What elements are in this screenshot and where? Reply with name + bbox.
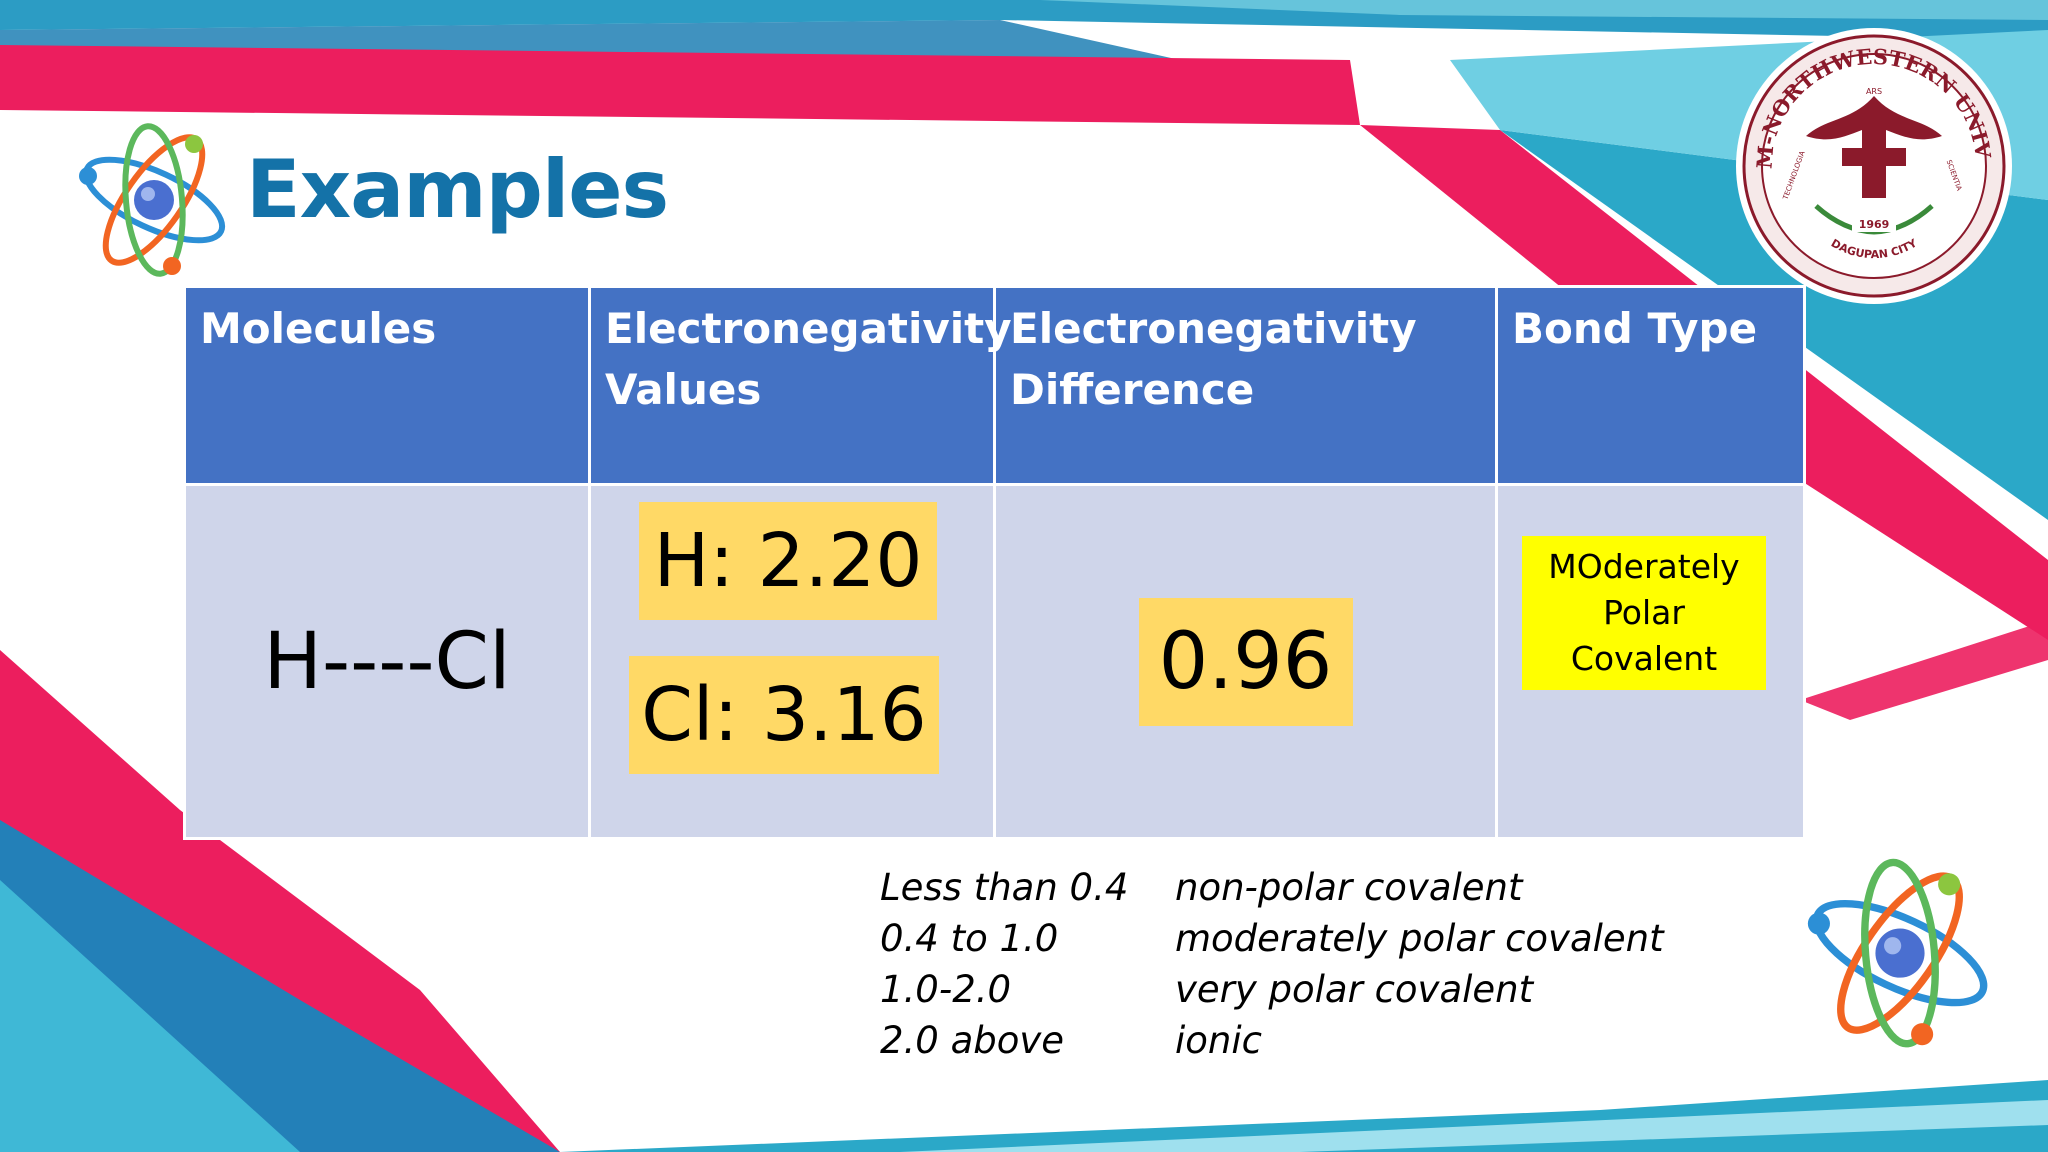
- value-hydrogen: H: 2.20: [639, 502, 937, 620]
- seal-motto-top: ARS: [1866, 87, 1882, 96]
- legend-range: 2.0 above: [880, 1019, 1065, 1062]
- legend-type: non-polar covalent: [1175, 866, 1523, 909]
- legend-type: very polar covalent: [1175, 968, 1534, 1011]
- header-electronegativity-values: Electronegativity Values: [588, 285, 1012, 486]
- header-molecules: Molecules: [183, 285, 591, 486]
- bg-stripe-left-pink: [0, 650, 560, 1152]
- legend-range: 1.0-2.0: [880, 968, 1012, 1011]
- cell-molecule: H----Cl: [183, 483, 591, 840]
- bg-stripe-right-mid-pink: [1800, 620, 2048, 720]
- table-header-row: Molecules Electronegativity Values Elect…: [183, 285, 1806, 486]
- legend-range: 0.4 to 1.0: [880, 917, 1059, 960]
- legend-type: ionic: [1175, 1019, 1262, 1062]
- molecule-formula: H----Cl: [263, 616, 511, 707]
- bg-stripe-bottom-light: [900, 1100, 2048, 1152]
- header-electronegativity-difference: Electronegativity Difference: [993, 285, 1498, 486]
- bg-stripe-left-teal: [0, 880, 300, 1152]
- cell-values: H: 2.20 Cl: 3.16: [588, 483, 996, 840]
- value-chlorine: Cl: 3.16: [629, 656, 939, 774]
- table-row: H----Cl H: 2.20 Cl: 3.16 0.96 MOderately…: [183, 483, 1806, 840]
- bg-stripe-top-pink: [0, 45, 1360, 125]
- cell-bond-type: MOderately Polar Covalent: [1495, 483, 1806, 840]
- seal-year: 1969: [1859, 218, 1890, 231]
- cell-difference: 0.96: [993, 483, 1498, 840]
- bg-stripe-top-light: [1040, 0, 2048, 20]
- bond-type-label: MOderately Polar Covalent: [1522, 536, 1766, 690]
- atom-icon: [1807, 858, 1988, 1048]
- slide-title: Examples: [246, 143, 669, 236]
- legend-type: moderately polar covalent: [1175, 917, 1664, 960]
- legend-range: Less than 0.4: [880, 866, 1129, 909]
- examples-table: Molecules Electronegativity Values Elect…: [183, 285, 1806, 840]
- header-bond-type: Bond Type: [1495, 285, 1806, 486]
- university-seal: LYCEUM-NORTHWESTERN UNIVERSITY DAGUPAN C…: [1734, 26, 2012, 304]
- difference-value: 0.96: [1138, 597, 1353, 726]
- atom-icon: [79, 123, 226, 277]
